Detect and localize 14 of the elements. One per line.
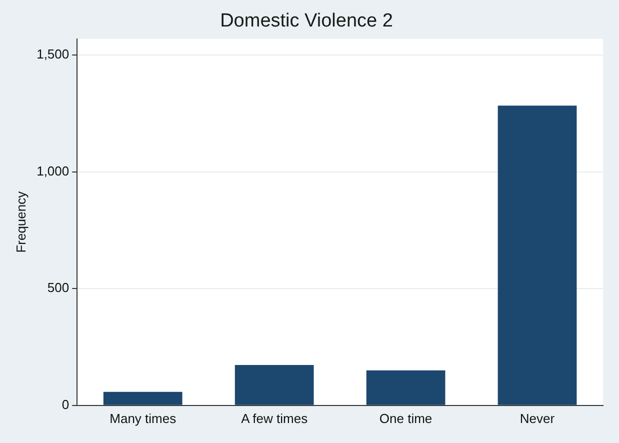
x-tick-label: One time	[379, 410, 432, 426]
y-tick-label: 0	[62, 396, 70, 412]
y-tick-label: 1,500	[36, 46, 70, 62]
bar	[498, 106, 577, 405]
bar	[366, 370, 446, 405]
chart-title: Domestic Violence 2	[220, 10, 393, 32]
bar	[103, 392, 182, 405]
x-tick-label: Many times	[110, 410, 177, 426]
y-tick-label: 1,000	[36, 163, 70, 178]
x-tick-label: Never	[520, 410, 556, 426]
bar	[234, 365, 314, 405]
y-axis-title: Frequency	[13, 190, 28, 253]
y-tick-label: 500	[47, 280, 70, 296]
x-tick-label: A few times	[241, 410, 308, 426]
